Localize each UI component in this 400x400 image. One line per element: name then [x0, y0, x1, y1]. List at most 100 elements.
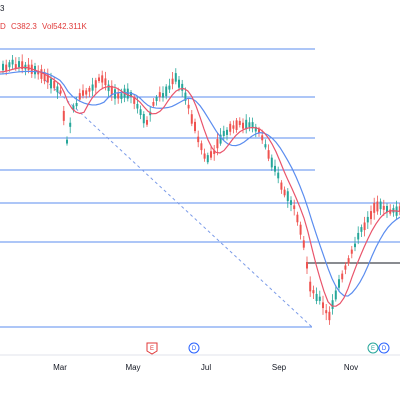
candle-body[interactable]: [219, 134, 222, 144]
candle-body[interactable]: [11, 59, 14, 65]
candle-body[interactable]: [328, 311, 331, 321]
candle-body[interactable]: [155, 97, 158, 101]
candle-body[interactable]: [232, 125, 235, 129]
candle-body[interactable]: [222, 130, 225, 137]
candle-body[interactable]: [226, 129, 228, 135]
candle-body[interactable]: [334, 290, 337, 300]
candle-body[interactable]: [120, 93, 123, 99]
candle-body[interactable]: [245, 119, 248, 130]
candle-body[interactable]: [206, 155, 209, 163]
dividend-marker[interactable]: D: [378, 342, 390, 354]
candle-body[interactable]: [318, 296, 321, 301]
candle-body[interactable]: [139, 109, 142, 116]
candle-body[interactable]: [194, 121, 196, 132]
candle-body[interactable]: [190, 114, 193, 124]
candle-body[interactable]: [136, 103, 139, 109]
candle-body[interactable]: [98, 77, 100, 82]
candle-body[interactable]: [162, 93, 164, 98]
candle-body[interactable]: [8, 62, 11, 68]
candle-body[interactable]: [238, 120, 241, 125]
candle-body[interactable]: [203, 153, 206, 159]
candle-body[interactable]: [251, 122, 254, 129]
candle-body[interactable]: [277, 172, 280, 179]
candle-body[interactable]: [264, 144, 267, 148]
candle-body[interactable]: [270, 157, 273, 168]
candle-body[interactable]: [373, 202, 376, 213]
candle-body[interactable]: [210, 151, 212, 158]
candle-body[interactable]: [75, 102, 78, 107]
candle-body[interactable]: [107, 84, 110, 92]
candle-body[interactable]: [59, 90, 62, 94]
candle-body[interactable]: [171, 78, 174, 85]
candle-body[interactable]: [360, 227, 363, 232]
candle-body[interactable]: [37, 70, 40, 75]
dividend-marker[interactable]: D: [188, 342, 200, 354]
candle-body[interactable]: [274, 165, 276, 172]
candle-body[interactable]: [376, 201, 379, 212]
candle-body[interactable]: [94, 80, 97, 88]
candle-body[interactable]: [181, 83, 184, 91]
candle-body[interactable]: [165, 86, 168, 97]
candle-body[interactable]: [88, 87, 91, 92]
trend-line-dashed[interactable]: [44, 79, 313, 328]
candle-body[interactable]: [286, 191, 289, 202]
earnings-marker[interactable]: E: [367, 342, 379, 354]
candle-body[interactable]: [178, 79, 180, 88]
candle-body[interactable]: [85, 90, 88, 95]
candle-body[interactable]: [40, 69, 43, 79]
candle-body[interactable]: [338, 279, 340, 288]
candle-body[interactable]: [306, 262, 308, 269]
candle-body[interactable]: [110, 85, 113, 95]
candle-body[interactable]: [78, 93, 81, 100]
candle-body[interactable]: [341, 273, 344, 280]
candle-body[interactable]: [168, 85, 171, 90]
candle-body[interactable]: [283, 189, 286, 196]
candle-body[interactable]: [354, 243, 356, 248]
candle-body[interactable]: [50, 78, 52, 89]
candle-body[interactable]: [174, 73, 177, 82]
candle-body[interactable]: [101, 75, 104, 83]
candle-body[interactable]: [142, 113, 145, 124]
candle-body[interactable]: [213, 150, 216, 154]
candle-body[interactable]: [254, 126, 257, 132]
candle-body[interactable]: [187, 104, 190, 109]
candle-body[interactable]: [14, 64, 17, 69]
candle-body[interactable]: [149, 111, 152, 116]
candle-body[interactable]: [296, 214, 299, 223]
candle-body[interactable]: [302, 240, 305, 248]
candle-body[interactable]: [91, 84, 94, 91]
candle-body[interactable]: [72, 105, 75, 111]
candle-body[interactable]: [386, 205, 388, 213]
candle-body[interactable]: [66, 139, 68, 144]
candle-body[interactable]: [5, 64, 8, 72]
candle-body[interactable]: [235, 120, 238, 130]
candle-body[interactable]: [398, 206, 400, 212]
candle-body[interactable]: [229, 123, 232, 132]
candle-body[interactable]: [261, 135, 264, 141]
candle-body[interactable]: [56, 86, 59, 93]
candle-body[interactable]: [62, 110, 65, 121]
earnings-marker[interactable]: E: [146, 342, 158, 355]
candle-body[interactable]: [43, 72, 46, 82]
candle-body[interactable]: [248, 122, 251, 128]
candle-body[interactable]: [382, 205, 385, 210]
candle-body[interactable]: [293, 205, 296, 210]
candle-body[interactable]: [82, 90, 84, 96]
candle-body[interactable]: [299, 224, 302, 235]
candle-body[interactable]: [290, 200, 292, 205]
candle-body[interactable]: [357, 232, 360, 240]
candle-body[interactable]: [242, 122, 244, 129]
candle-body[interactable]: [350, 249, 353, 254]
candle-body[interactable]: [53, 81, 56, 88]
candle-body[interactable]: [363, 222, 366, 231]
candle-body[interactable]: [69, 122, 72, 127]
candle-body[interactable]: [2, 63, 4, 71]
candle-body[interactable]: [117, 92, 120, 99]
candle-body[interactable]: [280, 182, 283, 190]
candle-body[interactable]: [200, 143, 203, 151]
candle-body[interactable]: [344, 265, 347, 270]
candle-body[interactable]: [21, 61, 24, 70]
candle-body[interactable]: [322, 302, 324, 309]
candle-body[interactable]: [315, 293, 318, 302]
